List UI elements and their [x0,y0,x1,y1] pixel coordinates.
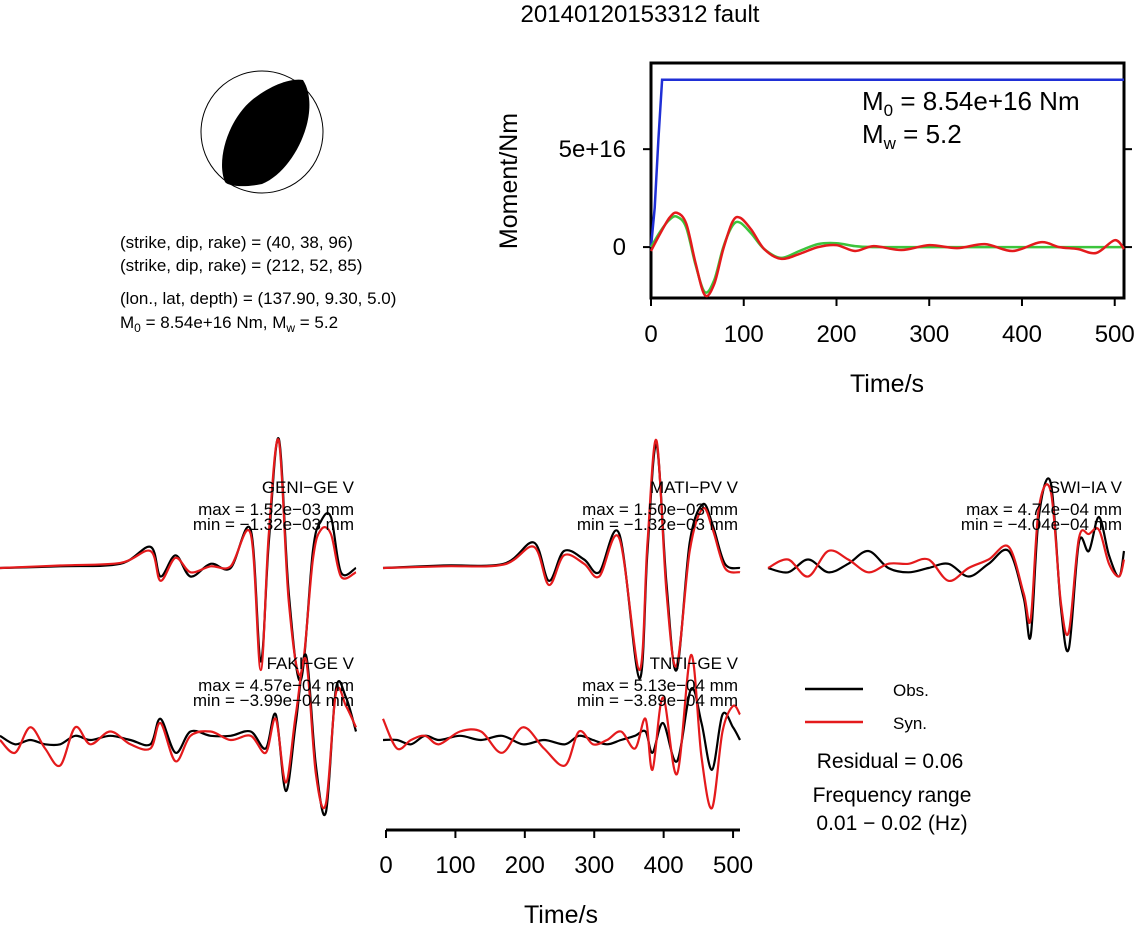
waveform-legend: Obs. Syn. Residual = 0.06 Frequency rang… [805,681,971,835]
moment-y-tick-label: 5e+16 [559,136,626,163]
synthetic-waveform [381,653,741,810]
moment-y-label: Moment/Nm [495,113,523,249]
frequency-range-label: Frequency range [813,784,972,807]
moment-annotation: M0 = 8.54e+16 Nm Mw = 5.2 [862,86,1080,153]
moment-magnitude-text: M0 = 8.54e+16 Nm, Mw = 5.2 [120,313,338,335]
moment-x-tick-label: 100 [724,321,764,348]
moment-x-tick-label: 300 [909,321,949,348]
station-label: GENI−GE V [262,478,355,497]
station-min-label: min = −4.04e−04 mm [961,515,1122,534]
moment-series-rate_red [649,211,1125,298]
waveform-x-tick-label: 200 [505,852,545,879]
moment-series [649,78,1125,298]
waveform-x-tick-label: 100 [435,852,475,879]
location-depth: (lon., lat, depth) = (137.90, 9.30, 5.0) [120,289,396,308]
moment-y-tick-label: 0 [613,234,626,261]
waveform-x-label: Time/s [524,901,598,926]
station-max-label: max = 4.74e−04 mm [966,500,1122,519]
moment-series-moment [649,78,1124,248]
waveform-x-tick-label: 400 [644,852,684,879]
moment-x-label: Time/s [850,370,924,398]
moment-x-tick-label: 400 [1002,321,1042,348]
moment-m0-text: M0 = 8.54e+16 Nm [862,86,1080,120]
moment-plot: Moment/Nm Time/s M0 = 8.54e+16 Nm Mw = 5… [495,61,1135,398]
station-min-label: min = −1.32e−03 mm [577,515,738,534]
moment-x-tick-label: 500 [1095,321,1135,348]
figure-title: 20140120153312 fault [521,1,760,28]
focal-mechanism-beachball [200,70,324,194]
station-label: FAKI−GE V [267,654,355,673]
synthetic-waveform [0,438,357,677]
residual-text: Residual = 0.06 [817,750,964,773]
legend-syn-label: Syn. [893,714,927,733]
source-parameters: (strike, dip, rake) = (40, 38, 96) (stri… [120,233,396,335]
moment-mw-text: Mw = 5.2 [862,119,962,153]
station-max-label: max = 1.50e−03 mm [582,500,738,519]
station-min-label: min = −3.99e−04 mm [193,691,354,710]
synthetic-waveform [0,656,357,810]
station-max-label: max = 1.52e−03 mm [198,500,354,519]
waveform-x-tick-label: 500 [713,852,753,879]
waveform-x-tick-label: 300 [574,852,614,879]
waveform-x-tick-label: 0 [379,852,392,879]
station-label: TNTI−GE V [650,654,739,673]
nodal-plane-2: (strike, dip, rake) = (212, 52, 85) [120,256,362,275]
moment-x-tick-label: 200 [816,321,856,348]
station-max-label: max = 4.57e−04 mm [198,676,354,695]
waveform-time-axis: Time/s 0 100 200 300 400 500 [379,828,753,926]
moment-x-tick-label: 0 [644,321,657,348]
station-min-label: min = −1.32e−03 mm [193,515,354,534]
nodal-plane-1: (strike, dip, rake) = (40, 38, 96) [120,233,353,252]
synthetic-waveform [767,483,1126,637]
moment-plot-frame [649,61,1126,300]
legend-obs-label: Obs. [893,681,929,700]
station-min-label: min = −3.89e−04 mm [577,691,738,710]
synthetic-waveform [382,438,741,672]
frequency-range-value: 0.01 − 0.02 (Hz) [816,812,967,835]
station-label: MATI−PV V [650,478,739,497]
station-max-label: max = 5.13e−04 mm [582,676,738,695]
moment-axes: 0 100 200 300 400 500 0 5e+16 [559,136,1135,348]
station-label: SWI−IA V [1049,478,1123,497]
